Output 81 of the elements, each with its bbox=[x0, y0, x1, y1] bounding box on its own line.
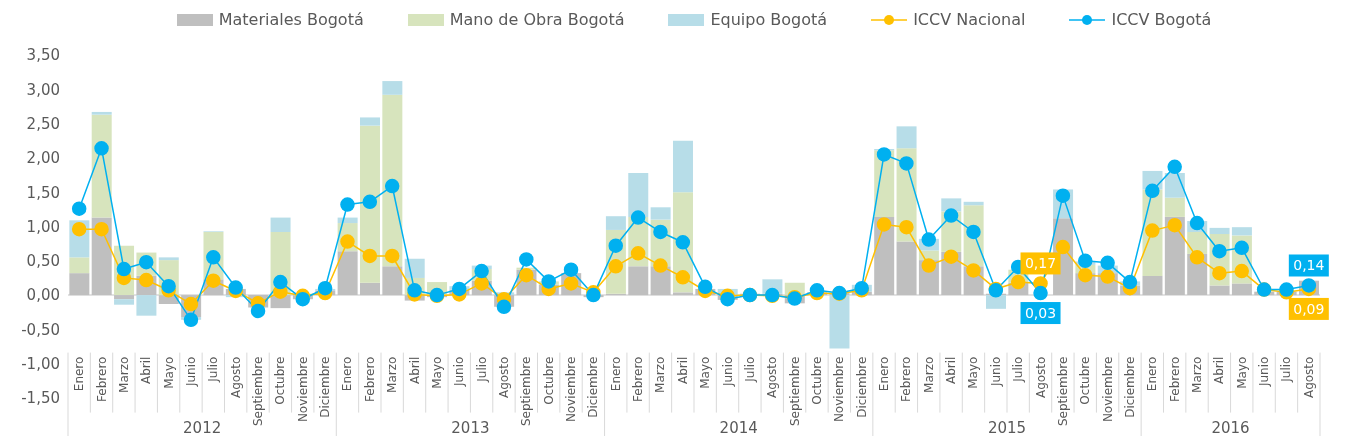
x-tick-label: Marzo bbox=[921, 356, 936, 393]
x-tick-label: Mayo bbox=[429, 356, 444, 389]
x-tick-label: Mayo bbox=[698, 356, 713, 389]
x-tick-label: Enero bbox=[877, 356, 892, 392]
x-tick-label: Abril bbox=[1212, 356, 1227, 385]
data-label: 0,14 bbox=[1293, 257, 1325, 274]
x-tick-label: Febrero bbox=[899, 356, 914, 402]
x-tick-label: Noviembre bbox=[832, 356, 847, 423]
x-tick-label: Julio bbox=[474, 356, 489, 383]
x-tick-label: Septiembre bbox=[787, 356, 802, 427]
legend-label: Equipo Bogotá bbox=[710, 10, 828, 29]
x-tick-label: Septiembre bbox=[519, 356, 534, 427]
x-tick-label: Octubre bbox=[541, 356, 556, 405]
legend-label: ICCV Bogotá bbox=[1111, 10, 1212, 29]
text: 2012 bbox=[183, 419, 222, 436]
y-tick-label: 0,50 bbox=[26, 252, 60, 271]
data-label: 0,03 bbox=[1024, 305, 1057, 322]
x-tick-label: Diciembre bbox=[1122, 356, 1137, 418]
x-tick-label: Enero bbox=[1145, 356, 1160, 392]
x-tick-label: Julio bbox=[1279, 356, 1294, 383]
y-tick-label: 2,50 bbox=[26, 114, 60, 133]
y-tick-label: 3,00 bbox=[26, 80, 60, 99]
x-tick-label: Febrero bbox=[631, 356, 646, 402]
x-tick-label: Noviembre bbox=[295, 356, 310, 423]
x-tick-label: Octubre bbox=[273, 356, 288, 405]
x-tick-label: Junio bbox=[452, 356, 467, 388]
y-tick-label: 3,50 bbox=[26, 46, 60, 65]
x-tick-label: Febrero bbox=[1167, 356, 1182, 402]
y-tick-label: 0,00 bbox=[26, 286, 60, 305]
x-tick-label: Mayo bbox=[966, 356, 981, 389]
x-tick-label: Octubre bbox=[809, 356, 824, 405]
x-tick-label: Octubre bbox=[1078, 356, 1093, 405]
data-label: 0,17 bbox=[1024, 255, 1057, 272]
data-label: 0,09 bbox=[1293, 300, 1325, 317]
x-tick-label: Septiembre bbox=[1055, 356, 1070, 427]
x-tick-label: Agosto bbox=[765, 356, 780, 399]
x-tick-label: Marzo bbox=[653, 356, 668, 393]
legend-label: Materiales Bogotá bbox=[218, 10, 364, 29]
text: 2015 bbox=[987, 419, 1027, 436]
x-tick-label: Diciembre bbox=[318, 356, 333, 418]
x-tick-label: Agosto bbox=[1033, 356, 1048, 399]
x-tick-label: Septiembre bbox=[251, 356, 266, 427]
x-tick-label: Enero bbox=[340, 356, 355, 392]
x-tick-label: Julio bbox=[742, 356, 757, 383]
x-tick-label: Junio bbox=[1257, 356, 1272, 388]
x-tick-label: Junio bbox=[183, 356, 198, 388]
x-tick-label: Marzo bbox=[385, 356, 400, 393]
y-tick-label: -1,00 bbox=[21, 355, 60, 374]
y-tick-label: -0,50 bbox=[21, 320, 60, 339]
x-tick-label: Diciembre bbox=[854, 356, 869, 418]
x-tick-label: Enero bbox=[72, 356, 87, 392]
x-tick-label: Diciembre bbox=[586, 356, 601, 418]
x-tick-label: Junio bbox=[988, 356, 1003, 388]
x-tick-label: Abril bbox=[139, 356, 154, 385]
x-tick-label: Noviembre bbox=[1100, 356, 1115, 423]
y-tick-label: 2,00 bbox=[26, 149, 60, 168]
x-tick-label: Julio bbox=[1011, 356, 1026, 383]
x-tick-label: Agosto bbox=[228, 356, 243, 399]
x-tick-label: Abril bbox=[675, 356, 690, 385]
text: 2016 bbox=[1211, 419, 1250, 436]
text: 2014 bbox=[719, 419, 758, 436]
y-tick-label: 1,00 bbox=[26, 217, 60, 236]
legend-label: ICCV Nacional bbox=[913, 10, 1026, 29]
x-tick-label: Abril bbox=[944, 356, 959, 385]
x-tick-label: Junio bbox=[720, 356, 735, 388]
x-tick-label: Noviembre bbox=[564, 356, 579, 423]
text: 2013 bbox=[451, 419, 490, 436]
x-tick-label: Mayo bbox=[1234, 356, 1249, 389]
x-tick-label: Julio bbox=[206, 356, 221, 383]
x-tick-label: Agosto bbox=[496, 356, 511, 399]
x-tick-label: Marzo bbox=[1190, 356, 1205, 393]
legend-label: Mano de Obra Bogotá bbox=[449, 10, 625, 29]
x-tick-label: Agosto bbox=[1301, 356, 1316, 399]
x-tick-label: Abril bbox=[407, 356, 422, 385]
x-tick-label: Febrero bbox=[94, 356, 109, 402]
x-tick-label: Febrero bbox=[362, 356, 377, 402]
x-tick-label: Marzo bbox=[116, 356, 131, 393]
y-tick-label: -1,50 bbox=[21, 389, 60, 408]
x-tick-label: Enero bbox=[608, 356, 623, 392]
x-tick-label: Mayo bbox=[161, 356, 176, 389]
y-tick-label: 1,50 bbox=[26, 183, 60, 202]
